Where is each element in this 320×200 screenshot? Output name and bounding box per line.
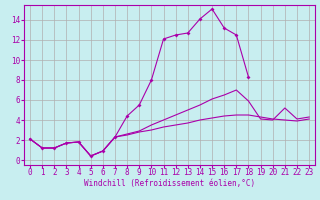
X-axis label: Windchill (Refroidissement éolien,°C): Windchill (Refroidissement éolien,°C) [84,179,255,188]
